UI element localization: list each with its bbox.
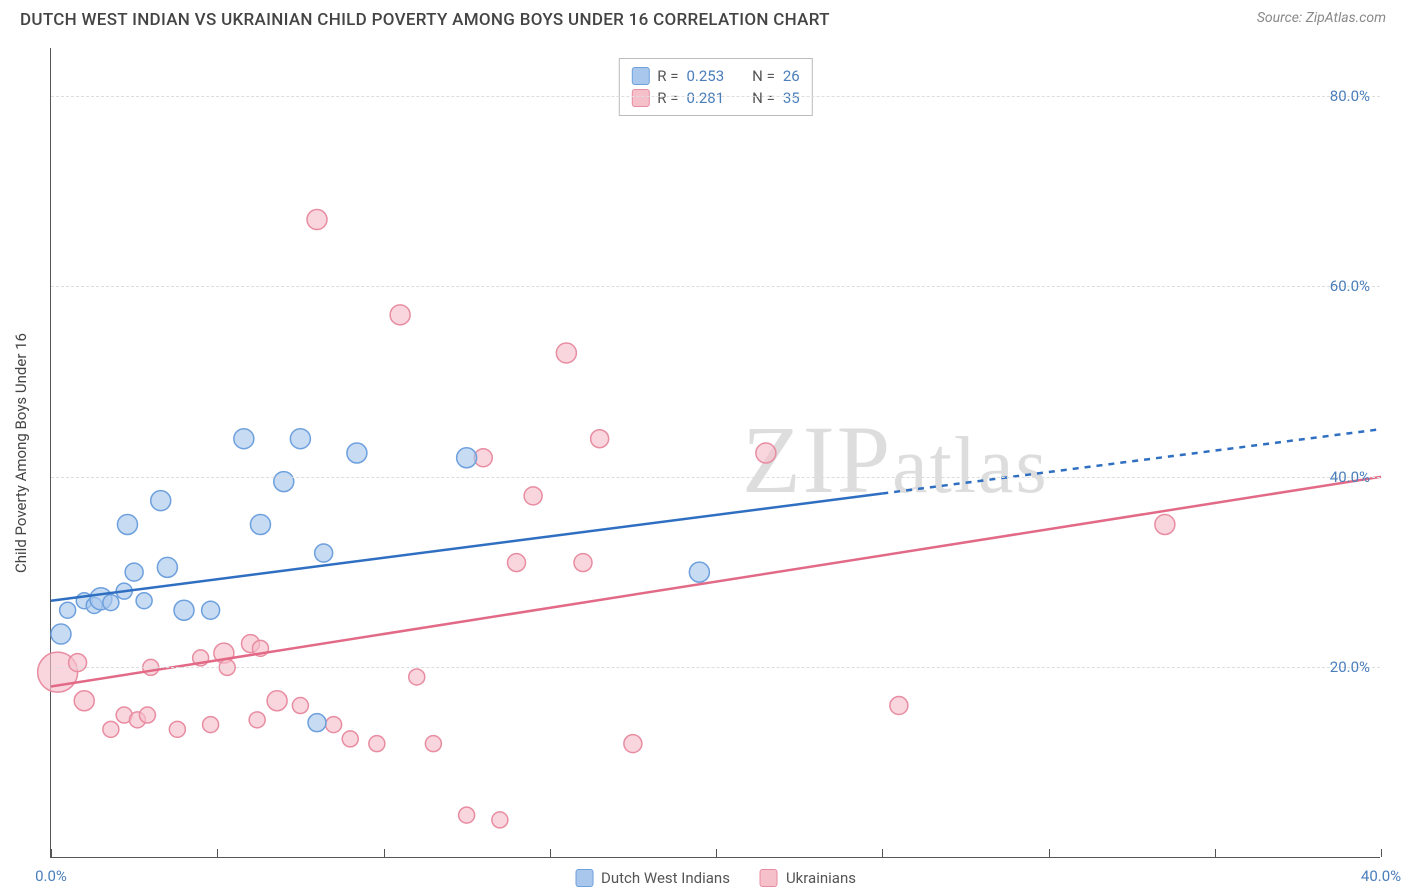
data-point: [151, 491, 171, 511]
legend-item: Ukrainians: [760, 869, 856, 887]
data-point: [574, 554, 592, 572]
legend-swatch: [631, 89, 649, 107]
legend-item: Dutch West Indians: [575, 869, 730, 887]
x-tick: [716, 849, 717, 857]
legend-n-label: N =: [752, 89, 775, 107]
data-point: [139, 707, 155, 723]
trend-line: [51, 477, 1381, 687]
data-point: [117, 514, 137, 534]
grid-line: [51, 667, 1380, 668]
data-point: [234, 429, 254, 449]
data-point: [459, 807, 475, 823]
data-point: [169, 721, 185, 737]
data-point: [249, 712, 265, 728]
legend-n-label: N =: [752, 67, 775, 85]
legend-row: R = 0.281 N = 35: [631, 87, 799, 109]
data-point: [591, 430, 609, 448]
source-attribution: Source: ZipAtlas.com: [1257, 10, 1386, 26]
data-point: [51, 624, 71, 644]
data-point: [157, 557, 177, 577]
data-point: [756, 443, 776, 463]
legend-swatch: [631, 67, 649, 85]
legend-r-label: R =: [657, 89, 678, 107]
x-tick: [882, 849, 883, 857]
data-point: [1155, 514, 1175, 534]
data-point: [409, 669, 425, 685]
legend-n-value: 26: [783, 67, 800, 85]
data-point: [307, 210, 327, 230]
data-point: [326, 717, 342, 733]
data-point: [125, 563, 143, 581]
data-point: [492, 812, 508, 828]
legend-swatch: [760, 869, 778, 887]
data-point: [390, 305, 410, 325]
data-point: [369, 736, 385, 752]
legend-correlation: R = 0.253 N = 26 R = 0.281 N = 35: [618, 58, 812, 116]
data-point: [425, 736, 441, 752]
data-point: [308, 714, 326, 732]
data-point: [60, 602, 76, 618]
data-point: [624, 735, 642, 753]
legend-swatch: [575, 869, 593, 887]
x-tick: [51, 849, 52, 857]
trend-line: [51, 494, 882, 601]
y-axis-label: Child Poverty Among Boys Under 16: [12, 333, 30, 573]
x-tick: [550, 849, 551, 857]
x-tick: [1215, 849, 1216, 857]
x-tick-label: 0.0%: [35, 867, 67, 885]
data-point: [347, 443, 367, 463]
grid-line: [51, 96, 1380, 97]
data-point: [69, 654, 87, 672]
data-point: [890, 697, 908, 715]
x-tick-label: 40.0%: [1361, 867, 1401, 885]
data-point: [556, 343, 576, 363]
x-tick: [1381, 849, 1382, 857]
data-point: [342, 731, 358, 747]
legend-series: Dutch West Indians Ukrainians: [575, 869, 856, 887]
data-point: [290, 429, 310, 449]
legend-r-value: 0.253: [686, 67, 724, 85]
data-point: [457, 448, 477, 468]
y-tick-label: 20.0%: [1330, 658, 1370, 676]
data-point: [103, 595, 119, 611]
data-point: [136, 593, 152, 609]
y-tick-label: 40.0%: [1330, 468, 1370, 486]
legend-row: R = 0.253 N = 26: [631, 65, 799, 87]
data-point: [524, 487, 542, 505]
data-point: [174, 600, 194, 620]
data-point: [689, 562, 709, 582]
grid-line: [51, 286, 1380, 287]
data-point: [267, 691, 287, 711]
trend-line-extrapolated: [882, 429, 1381, 493]
x-tick: [384, 849, 385, 857]
legend-n-value: 35: [783, 89, 800, 107]
data-point: [74, 691, 94, 711]
data-point: [203, 717, 219, 733]
legend-r-label: R =: [657, 67, 678, 85]
chart-area: Child Poverty Among Boys Under 16 ZIPatl…: [50, 48, 1380, 858]
legend-label: Ukrainians: [786, 869, 856, 887]
x-tick: [217, 849, 218, 857]
data-point: [274, 472, 294, 492]
data-point: [250, 514, 270, 534]
grid-line: [51, 477, 1380, 478]
data-point: [292, 698, 308, 714]
y-tick-label: 60.0%: [1330, 277, 1370, 295]
data-point: [508, 554, 526, 572]
legend-label: Dutch West Indians: [601, 869, 730, 887]
data-point: [315, 544, 333, 562]
scatter-plot: [51, 48, 1381, 858]
chart-title: DUTCH WEST INDIAN VS UKRAINIAN CHILD POV…: [20, 10, 830, 30]
data-point: [103, 721, 119, 737]
y-tick-label: 80.0%: [1330, 87, 1370, 105]
x-tick: [1049, 849, 1050, 857]
legend-r-value: 0.281: [686, 89, 724, 107]
data-point: [202, 601, 220, 619]
